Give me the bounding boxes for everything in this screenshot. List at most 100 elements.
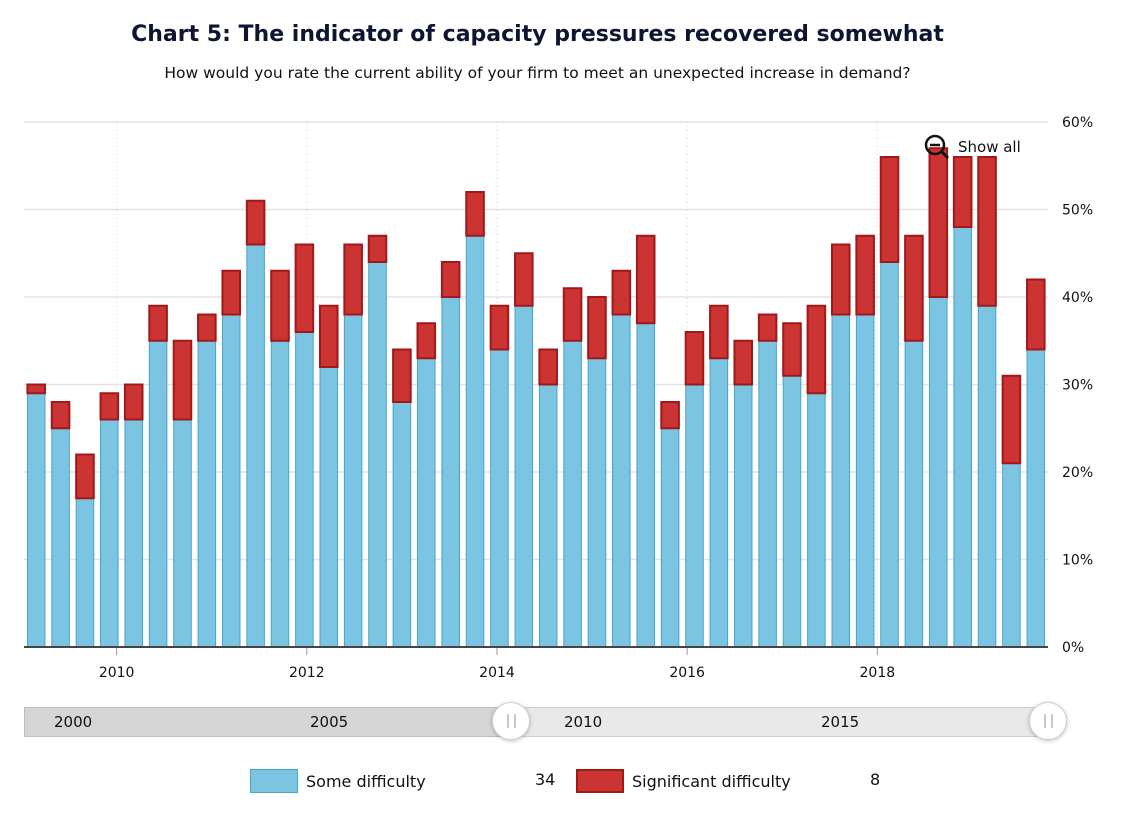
bar-significant-difficulty (562, 287, 583, 342)
x-tick-label: 2012 (289, 665, 325, 681)
navigator-label: 2000 (54, 713, 93, 731)
bar-significant-difficulty (684, 331, 705, 386)
bar-significant-difficulty (465, 191, 485, 237)
bar-some-difficulty (173, 419, 192, 648)
bar-significant-difficulty (367, 234, 388, 263)
bar-significant-difficulty (1001, 374, 1022, 465)
bar-some-difficulty (51, 427, 70, 648)
x-tick-label: 2016 (669, 665, 705, 681)
bar-significant-difficulty (50, 401, 71, 430)
bar-significant-difficulty (489, 304, 510, 351)
bar-some-difficulty (392, 401, 412, 648)
legend-swatch-significant-difficulty (576, 769, 624, 793)
bar-some-difficulty (612, 314, 631, 648)
bar-significant-difficulty (806, 304, 827, 395)
bar-some-difficulty (295, 331, 314, 648)
bar-significant-difficulty (343, 243, 363, 316)
bar-significant-difficulty (709, 304, 729, 360)
grid-lines (24, 121, 1048, 647)
legend-label: Significant difficulty (632, 771, 791, 791)
legend-value-significant-difficulty: 8 (870, 770, 881, 789)
y-tick-label: 60% (1062, 115, 1093, 131)
bar-some-difficulty (417, 357, 436, 648)
bar-significant-difficulty (514, 252, 534, 307)
bar-some-difficulty (807, 392, 826, 648)
bar-some-difficulty (1002, 462, 1021, 648)
legend-item-significant-difficulty[interactable]: Significant difficulty (576, 766, 791, 796)
bar-some-difficulty (490, 349, 509, 648)
range-navigator[interactable]: 2000 2005 2010 2015 (24, 702, 1067, 740)
bar-some-difficulty (465, 235, 485, 648)
grip-icon (1043, 714, 1053, 728)
bar-significant-difficulty (855, 234, 875, 316)
navigator-label: 2015 (821, 713, 860, 731)
bar-some-difficulty (977, 305, 997, 648)
bar-group (26, 147, 1046, 648)
bar-some-difficulty (441, 296, 460, 648)
bar-some-difficulty (855, 314, 875, 648)
bar-some-difficulty (880, 261, 899, 648)
bar-some-difficulty (685, 384, 704, 648)
bar-some-difficulty (26, 392, 46, 648)
bar-some-difficulty (929, 296, 948, 648)
y-tick-label: 40% (1062, 290, 1093, 306)
y-tick-label: 20% (1062, 465, 1093, 481)
bar-some-difficulty (221, 314, 241, 648)
navigator-handle-left[interactable] (492, 702, 530, 740)
bar-some-difficulty (368, 261, 387, 648)
bar-significant-difficulty (782, 322, 802, 377)
y-tick-label: 10% (1062, 553, 1093, 569)
bar-some-difficulty (246, 244, 265, 648)
y-axis: 0% 10% 20% 30% 40% 50% 60% (1062, 115, 1093, 656)
bar-significant-difficulty (318, 304, 339, 368)
bar-significant-difficulty (221, 269, 242, 316)
bar-significant-difficulty (75, 453, 95, 500)
bar-significant-difficulty (611, 269, 632, 316)
navigator-label: 2010 (564, 713, 603, 731)
bar-significant-difficulty (879, 156, 900, 263)
bar-some-difficulty (758, 340, 777, 648)
legend-item-some-difficulty[interactable]: Some difficulty (250, 766, 426, 796)
bar-significant-difficulty (270, 269, 290, 342)
x-axis: 2010 2012 2014 2016 2018 (24, 646, 1048, 681)
navigator-selected-range[interactable] (24, 707, 511, 737)
bar-significant-difficulty (392, 348, 412, 403)
bar-some-difficulty (124, 419, 143, 648)
bar-some-difficulty (343, 314, 363, 648)
navigator-label: 2005 (310, 713, 349, 731)
bar-significant-difficulty (99, 392, 120, 421)
bar-significant-difficulty (587, 296, 607, 360)
legend-swatch-some-difficulty (250, 769, 298, 793)
y-tick-label: 30% (1062, 378, 1093, 394)
bar-significant-difficulty (952, 156, 973, 228)
bar-significant-difficulty (148, 304, 168, 342)
y-tick-label: 50% (1062, 203, 1093, 219)
bar-significant-difficulty (26, 383, 46, 395)
bar-significant-difficulty (538, 348, 558, 386)
bar-some-difficulty (904, 340, 924, 648)
chart-plot: 0%10%20%30%40%50%60% 2010 2012 2014 2016 201… (24, 115, 1093, 681)
bar-some-difficulty (709, 357, 729, 648)
bar-significant-difficulty (440, 261, 461, 298)
chart-subtitle: How would you rate the current ability o… (164, 64, 911, 82)
bar-some-difficulty (733, 384, 753, 648)
bar-some-difficulty (782, 375, 802, 648)
bar-some-difficulty (100, 419, 119, 648)
bar-significant-difficulty (123, 383, 144, 421)
bar-some-difficulty (563, 340, 582, 648)
bar-significant-difficulty (294, 243, 315, 333)
bar-some-difficulty (197, 340, 217, 648)
grip-icon (506, 714, 516, 728)
bar-significant-difficulty (416, 322, 437, 360)
legend-value-some-difficulty: 34 (535, 770, 556, 789)
bar-significant-difficulty (757, 313, 778, 342)
x-tick-label: 2010 (99, 665, 135, 681)
navigator-handle-right[interactable] (1029, 702, 1067, 740)
bar-some-difficulty (953, 226, 972, 648)
bar-significant-difficulty (172, 339, 193, 421)
bar-some-difficulty (636, 322, 655, 648)
show-all-button[interactable]: Show all (922, 133, 1021, 161)
x-tick-label: 2018 (860, 665, 896, 681)
bar-significant-difficulty (733, 339, 754, 386)
bar-significant-difficulty (635, 234, 656, 325)
